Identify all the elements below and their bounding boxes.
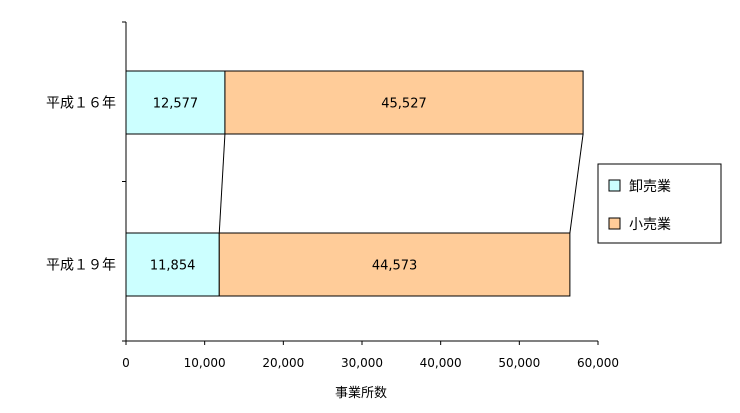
x-axis-title: 事業所数 (335, 385, 387, 401)
legend-swatch (608, 217, 621, 230)
x-tick-label: 40,000 (420, 356, 462, 370)
bar (125, 70, 226, 135)
x-tick-label: 0 (122, 356, 130, 370)
bar-value-label: 44,573 (372, 259, 418, 274)
bar-value-label: 45,527 (381, 97, 427, 112)
bar (125, 232, 220, 297)
series-line (569, 133, 584, 234)
x-tick-label: 60,000 (577, 356, 619, 370)
x-tick-label: 20,000 (262, 356, 304, 370)
x-tick-label: 30,000 (341, 356, 383, 370)
bar (224, 70, 584, 135)
x-ticks: 0 10,000 20,000 30,000 40,000 50,000 60,000 (122, 341, 619, 370)
series-lines (218, 133, 584, 234)
bar-value-label: 11,854 (150, 259, 196, 274)
x-tick-label: 50,000 (498, 356, 540, 370)
bars: 12,577 45,527 11,854 44,573 (125, 70, 584, 297)
legend-label: 卸売業 (629, 179, 671, 195)
category-label: 平成１９年 (46, 258, 116, 274)
bar (218, 232, 571, 297)
legend-box (597, 163, 722, 244)
series-line (218, 133, 226, 234)
legend-swatch (608, 179, 621, 192)
bar-value-label: 12,577 (153, 97, 199, 112)
legend-label: 小売業 (629, 217, 671, 233)
category-label: 平成１６年 (46, 96, 116, 112)
x-tick-label: 10,000 (184, 356, 226, 370)
